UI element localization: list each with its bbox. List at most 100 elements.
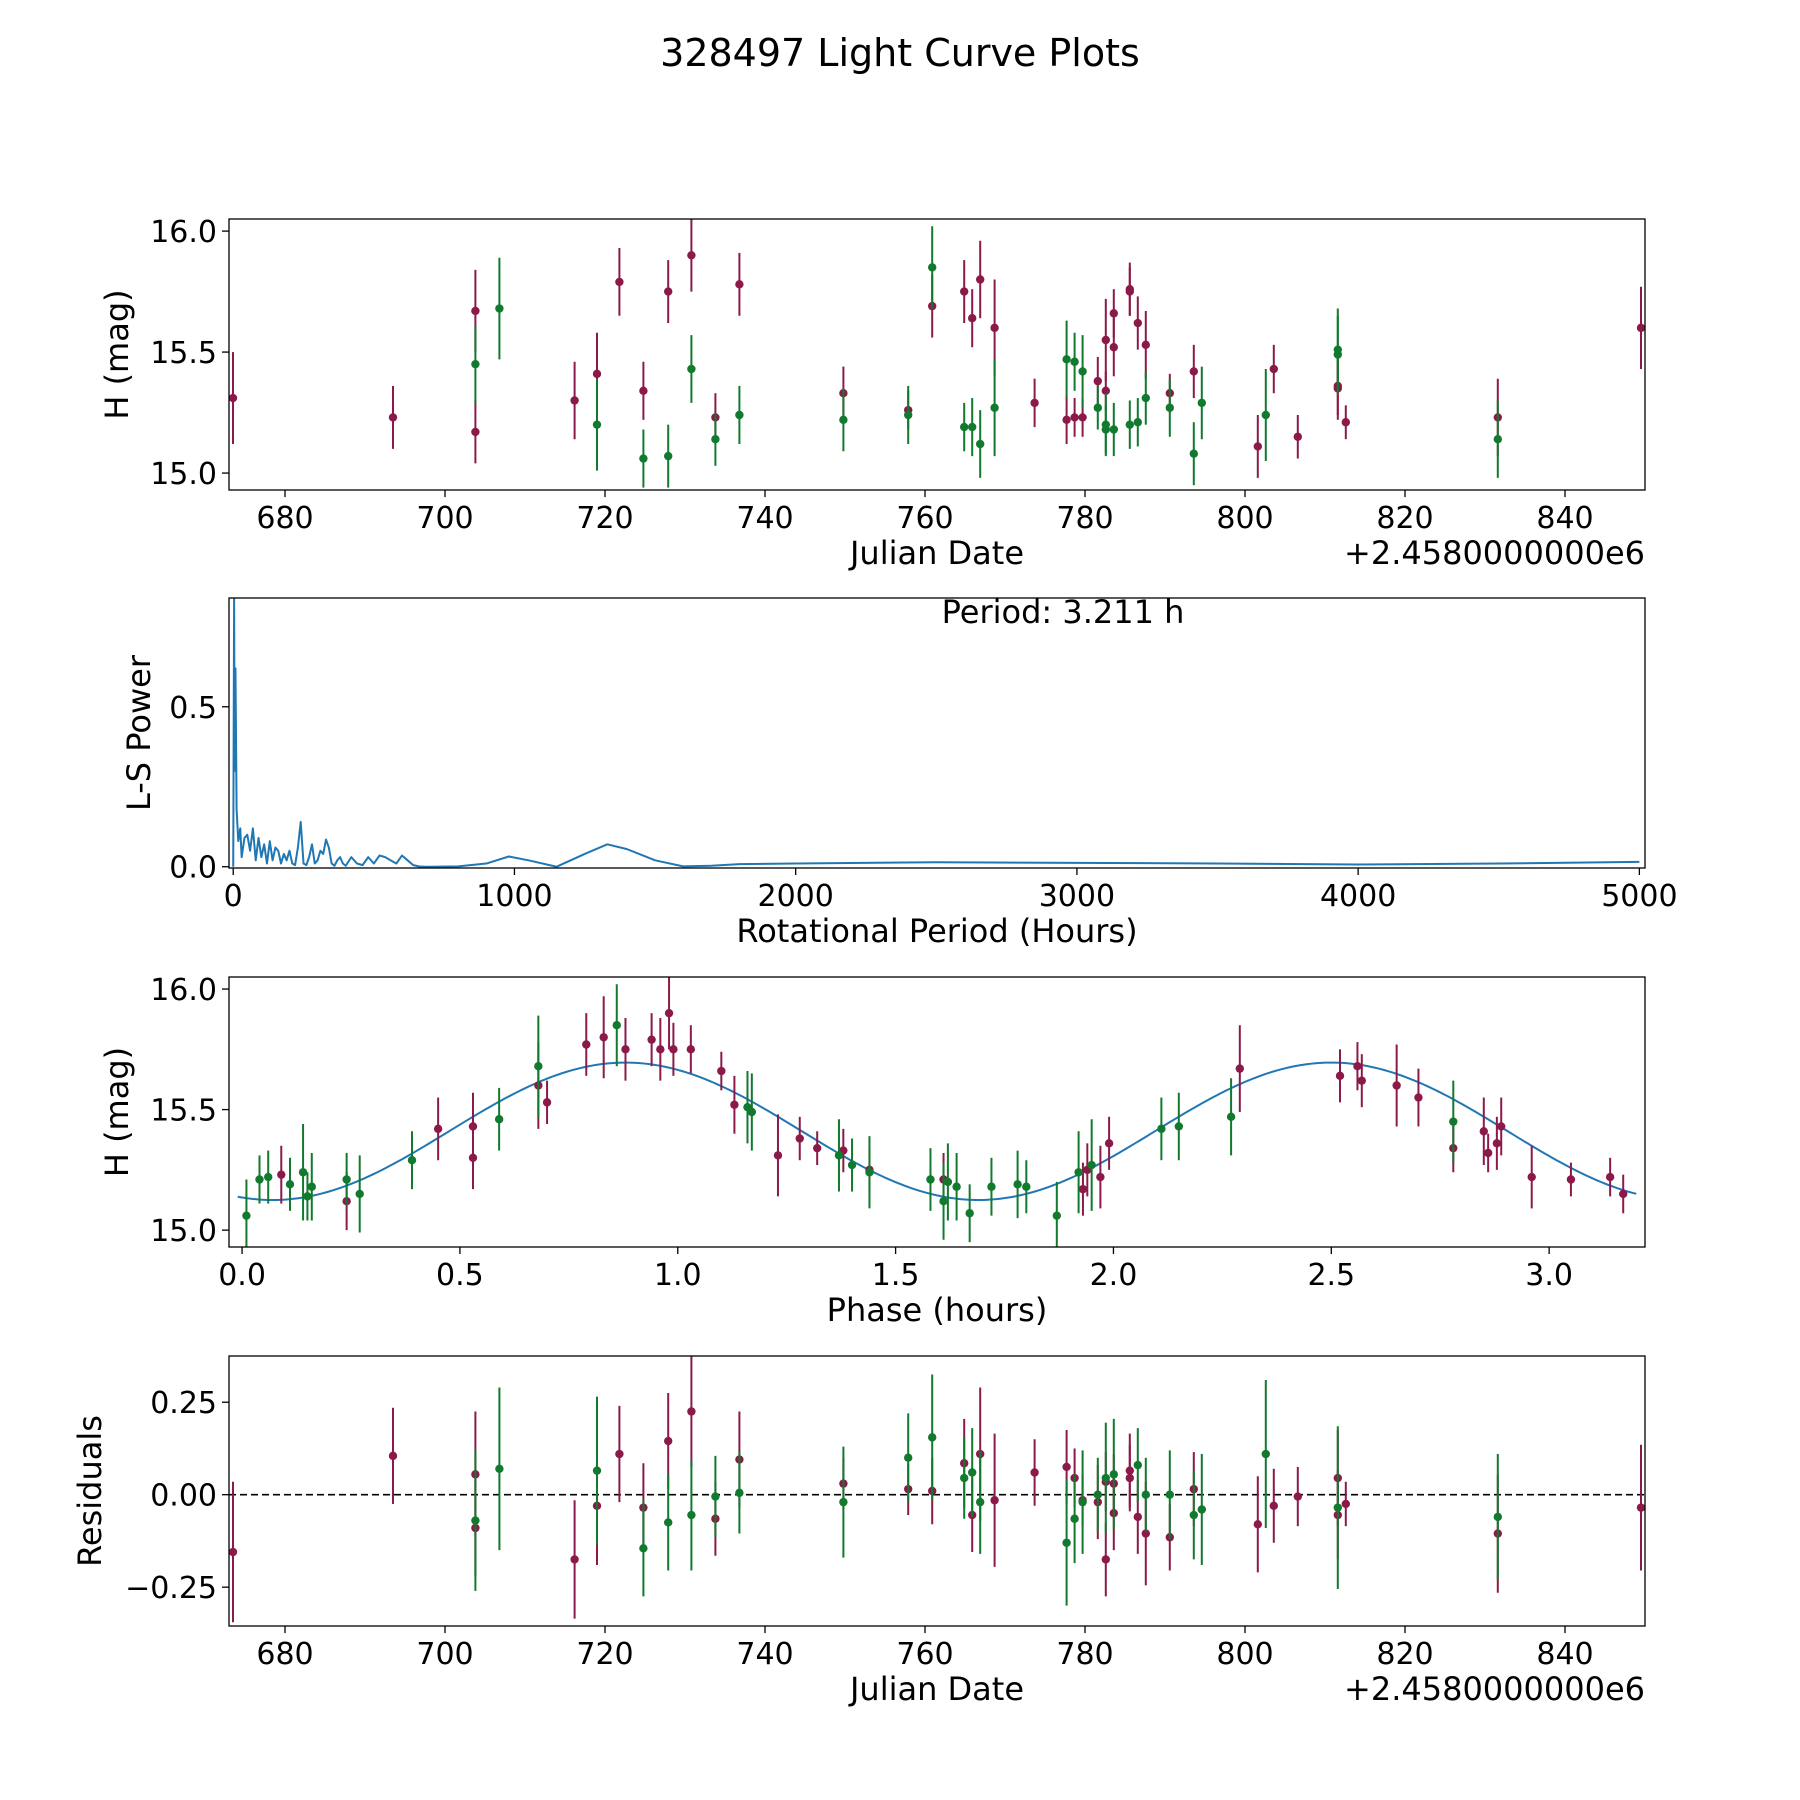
phased-data-point <box>355 1189 364 1199</box>
residuals-data-point <box>1197 1505 1207 1514</box>
lightcurve-data-point <box>1341 418 1351 427</box>
residuals-data-point <box>1333 1503 1343 1512</box>
residuals-data-point <box>1165 1490 1175 1499</box>
phased-model-curve <box>237 1061 1637 1201</box>
phased-ytick-label: 15.0 <box>150 1214 217 1249</box>
residuals-axes-frame <box>228 1355 1646 1627</box>
lightcurve-data-point <box>968 422 977 432</box>
lightcurve-data-point <box>1133 418 1143 427</box>
phased-data-point <box>943 1177 953 1187</box>
lightcurve-xtick-label: 820 <box>1376 501 1433 536</box>
residuals-data-point <box>388 1451 398 1461</box>
lightcurve-data-point <box>1333 350 1343 359</box>
residuals-data-point <box>1062 1538 1071 1547</box>
phased-data-point <box>542 1098 552 1107</box>
periodogram-plot-area <box>232 598 1640 868</box>
residuals-data-point <box>968 1468 977 1477</box>
periodogram-power-line <box>232 598 1640 868</box>
phased-xtick-label: 0.5 <box>436 1258 484 1293</box>
phased-xlabel: Phase (hours) <box>827 1291 1048 1329</box>
phased-data-point <box>433 1124 443 1134</box>
lightcurve-data-point <box>839 415 848 425</box>
lightcurve-axes-frame <box>228 218 1646 491</box>
lightcurve-data-point <box>1062 415 1071 425</box>
residuals-data-point <box>1109 1470 1119 1479</box>
lightcurve-data-point <box>471 427 480 437</box>
phased-xtick-label: 1.5 <box>872 1258 920 1293</box>
lightcurve-xtick-label: 840 <box>1536 501 1593 536</box>
phased-data-point <box>669 1045 678 1054</box>
phased-data-point <box>1479 1127 1488 1136</box>
residuals-ylabel: Residuals <box>71 1415 109 1567</box>
lightcurve-data-point <box>388 413 398 422</box>
periodogram-xlabel: Rotational Period (Hours) <box>736 912 1137 950</box>
lightcurve-data-point <box>960 287 969 296</box>
periodogram-panel: 0 1000 2000 3000 4000 5000 0.0 0.5 Rotational Pe… <box>120 593 1678 950</box>
phased-data-point <box>1226 1112 1236 1122</box>
residuals-xlabel: Julian Date <box>848 1670 1024 1708</box>
lightcurve-offset-label: +2.4580000000e6 <box>1344 534 1645 572</box>
phased-data-point <box>1104 1139 1114 1148</box>
lightcurve-data-point <box>1109 309 1119 318</box>
lightcurve-data-point <box>1101 386 1111 395</box>
phased-data-point <box>407 1156 417 1165</box>
lightcurve-data-point <box>976 275 985 284</box>
residuals-ytick-label: 0.00 <box>150 1479 217 1514</box>
residuals-ytick-label: −0.25 <box>125 1571 217 1606</box>
residuals-data-point <box>495 1464 504 1474</box>
periodogram-xtick-label: 5000 <box>1601 879 1677 914</box>
phased-data-point <box>277 1170 286 1179</box>
phased-ylabel: H (mag) <box>98 1047 136 1177</box>
phased-data-point <box>285 1180 295 1189</box>
lightcurve-data-point <box>1093 403 1103 412</box>
lightcurve-data-point <box>1101 335 1111 345</box>
phased-data-point <box>1087 1160 1096 1170</box>
lightcurve-data-point <box>1101 420 1111 429</box>
lightcurve-data-point <box>471 306 480 316</box>
lightcurve-data-point <box>990 323 999 333</box>
phased-data-point <box>952 1182 961 1191</box>
phased-data-point <box>342 1175 351 1184</box>
periodogram-ytick-label: 0.5 <box>169 691 217 726</box>
residuals-data-point <box>976 1497 985 1507</box>
phased-data-point <box>1414 1093 1423 1102</box>
phased-xtick-label: 1.0 <box>654 1258 702 1293</box>
residuals-xtick-label: 720 <box>576 1637 633 1672</box>
residuals-xtick-label: 680 <box>256 1637 313 1672</box>
lightcurve-data-point <box>735 410 744 420</box>
lightcurve-xtick-label: 700 <box>416 501 473 536</box>
phased-data-point <box>1392 1081 1401 1090</box>
residuals-data-point <box>1261 1449 1271 1459</box>
phased-data-point <box>926 1175 935 1184</box>
residuals-data-point <box>471 1516 480 1525</box>
residuals-data-point <box>1093 1490 1103 1499</box>
phased-xtick-label: 2.0 <box>1090 1258 1138 1293</box>
residuals-data-point <box>1269 1501 1279 1510</box>
phased-xtick-label: 2.5 <box>1307 1258 1355 1293</box>
lightcurve-data-point <box>1189 367 1199 376</box>
residuals-data-point <box>570 1555 579 1564</box>
lightcurve-xtick-label: 760 <box>896 501 953 536</box>
phased-data-point <box>1235 1064 1245 1073</box>
phased-data-point <box>747 1107 757 1117</box>
phased-data-point <box>795 1134 804 1143</box>
residuals-data-point <box>639 1544 648 1553</box>
lightcurve-data-point <box>1093 376 1103 386</box>
residuals-data-point <box>1062 1462 1071 1472</box>
figure-title: 328497 Light Curve Plots <box>660 31 1140 75</box>
phased-data-point <box>1357 1076 1367 1085</box>
phased-data-point <box>965 1209 974 1218</box>
phased-data-point <box>1174 1122 1184 1131</box>
residuals-data-point <box>1078 1497 1087 1507</box>
residuals-data-point <box>1141 1529 1151 1538</box>
periodogram-xtick-label: 0 <box>224 879 243 914</box>
lightcurve-ytick-label: 15.5 <box>150 336 217 371</box>
lightcurve-data-point <box>1125 420 1135 429</box>
lightcurve-data-point <box>471 359 480 369</box>
phased-axes-frame <box>228 976 1646 1248</box>
phased-data-point <box>303 1192 312 1201</box>
phased-data-point <box>1078 1184 1088 1194</box>
lightcurve-data-point <box>1293 432 1303 441</box>
phased-data-point <box>1527 1172 1536 1182</box>
residuals-data-point <box>711 1492 720 1501</box>
